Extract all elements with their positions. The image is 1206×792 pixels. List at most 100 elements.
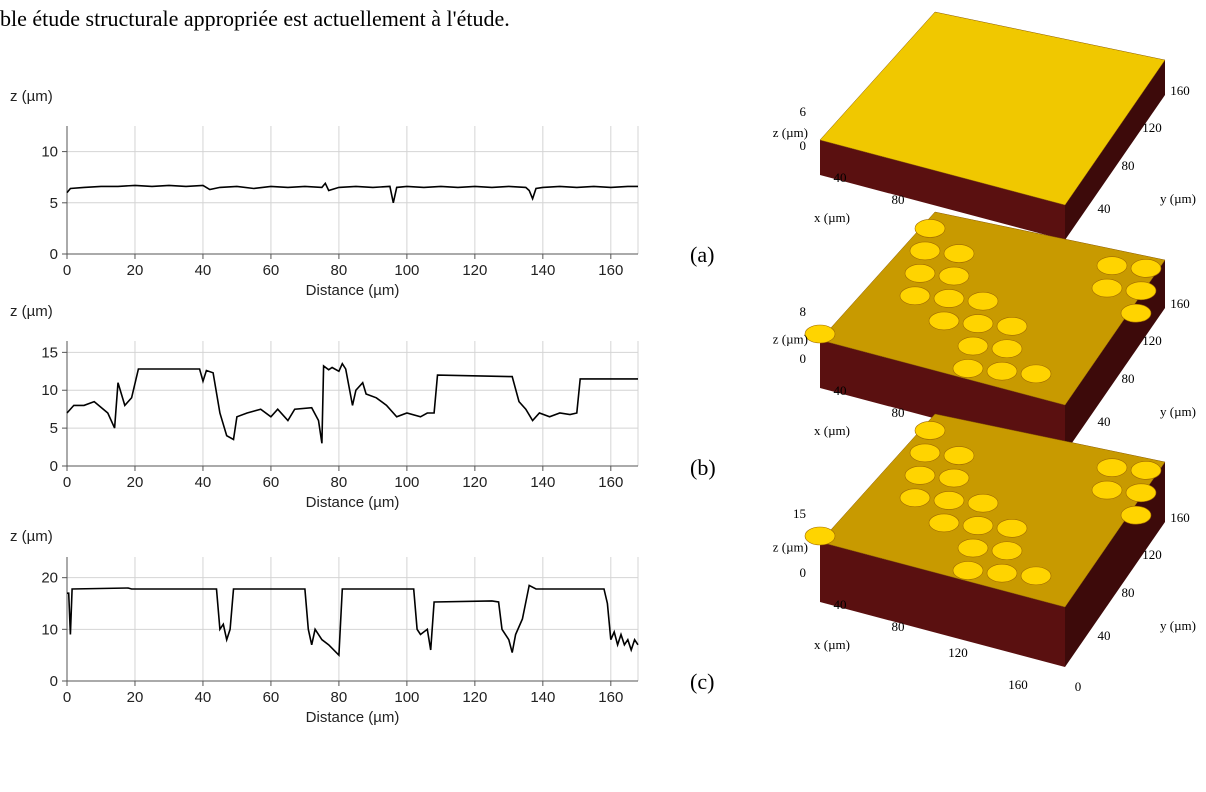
fiber-top: [1020, 364, 1052, 384]
panel-text: 120: [1142, 333, 1162, 348]
x-tick-label: 100: [394, 689, 419, 706]
panel-text: 40: [1098, 414, 1111, 429]
panel-label: (a): [690, 242, 714, 267]
fiber-top: [938, 266, 970, 286]
panel-text: 6: [800, 104, 807, 119]
fiber-top: [1091, 278, 1123, 298]
fiber-top: [962, 516, 994, 535]
y-tick-label: 0: [50, 458, 58, 475]
panel-text: x (µm): [814, 423, 850, 438]
fiber-top: [996, 518, 1028, 538]
panel-text: z (µm): [773, 540, 808, 555]
fiber-top: [933, 491, 965, 510]
panel-text: 0: [1075, 679, 1082, 694]
x-tick-label: 80: [331, 474, 348, 491]
x-tick-label: 120: [462, 689, 487, 706]
fiber-top: [1096, 256, 1128, 275]
x-tick-label: 60: [263, 262, 280, 279]
x-axis-label: Distance (µm): [306, 494, 400, 511]
panel-text: 160: [1170, 510, 1190, 525]
fiber-top: [904, 466, 936, 485]
x-tick-label: 0: [63, 689, 71, 706]
panel-text: 80: [1122, 158, 1135, 173]
panel-label: (b): [690, 455, 716, 480]
fiber-top: [957, 336, 989, 356]
panel-text: 80: [892, 619, 905, 634]
panel-text: 80: [892, 405, 905, 420]
fiber-top: [991, 541, 1023, 561]
fiber-top: [967, 291, 999, 311]
panel-text: y (µm): [1160, 404, 1196, 419]
fiber-top: [986, 563, 1018, 583]
surface-left-face: [820, 542, 1065, 667]
x-tick-label: 120: [462, 474, 487, 491]
x-tick-label: 160: [598, 474, 623, 491]
fiber-top: [804, 324, 836, 344]
fiber-top: [1120, 303, 1152, 323]
x-tick-label: 100: [394, 474, 419, 491]
fiber-top: [928, 311, 960, 331]
fiber-top: [991, 339, 1023, 359]
fiber-top: [952, 359, 984, 378]
panel-text: 80: [1122, 585, 1135, 600]
panel-label: (c): [690, 669, 714, 694]
surface-top: [819, 413, 1166, 608]
x-tick-label: 20: [127, 689, 144, 706]
panel-text: 0: [800, 138, 807, 153]
x-tick-label: 100: [394, 262, 419, 279]
fiber-top: [1130, 259, 1162, 278]
header-text: ble étude structurale appropriée est act…: [0, 6, 510, 31]
fiber-top: [967, 493, 999, 513]
fiber-top: [943, 446, 975, 465]
y-axis-label: z (µm): [10, 303, 53, 320]
x-tick-label: 40: [195, 689, 212, 706]
fiber-top: [899, 488, 931, 508]
y-tick-label: 5: [50, 195, 58, 212]
panel-text: z (µm): [773, 125, 808, 140]
fiber-top: [909, 241, 941, 261]
x-tick-label: 140: [530, 689, 555, 706]
y-tick-label: 10: [41, 382, 58, 399]
panel-text: 15: [793, 506, 806, 521]
x-tick-label: 120: [462, 262, 487, 279]
surface-top: [819, 11, 1166, 206]
fiber-top: [914, 421, 946, 440]
fiber-top: [1125, 483, 1157, 503]
y-axis-label: z (µm): [10, 88, 53, 105]
fiber-top: [899, 286, 931, 306]
panel-text: 40: [834, 383, 847, 398]
panel-text: z (µm): [773, 332, 808, 347]
x-tick-label: 160: [598, 689, 623, 706]
y-axis-label: z (µm): [10, 528, 53, 545]
y-tick-label: 20: [41, 570, 58, 587]
fiber-top: [1125, 281, 1157, 301]
panel-text: 8: [800, 304, 807, 319]
y-tick-label: 10: [41, 144, 58, 161]
panel-text: x (µm): [814, 210, 850, 225]
fiber-top: [986, 361, 1018, 381]
fiber-top: [1020, 566, 1052, 586]
panel-text: 40: [834, 170, 847, 185]
x-tick-label: 80: [331, 689, 348, 706]
fiber-top: [1096, 458, 1128, 477]
fiber-top: [804, 526, 836, 546]
fiber-top: [909, 443, 941, 463]
x-tick-label: 140: [530, 474, 555, 491]
surface-left-face: [820, 140, 1065, 240]
fiber-top: [952, 561, 984, 580]
panel-text: 80: [1122, 371, 1135, 386]
panel-text: 40: [1098, 628, 1111, 643]
panel-text: 0: [800, 565, 807, 580]
profile-line: [66, 362, 638, 444]
x-tick-label: 40: [195, 474, 212, 491]
fiber-top: [943, 244, 975, 263]
panel-text: 0: [800, 351, 807, 366]
surface-top: [819, 211, 1166, 406]
panel-text: 160: [1170, 83, 1190, 98]
x-tick-label: 160: [598, 262, 623, 279]
panel-text: 160: [1008, 677, 1028, 692]
panel-text: 80: [892, 192, 905, 207]
profile-line: [67, 584, 639, 658]
fiber-top: [996, 316, 1028, 336]
panel-text: y (µm): [1160, 618, 1196, 633]
